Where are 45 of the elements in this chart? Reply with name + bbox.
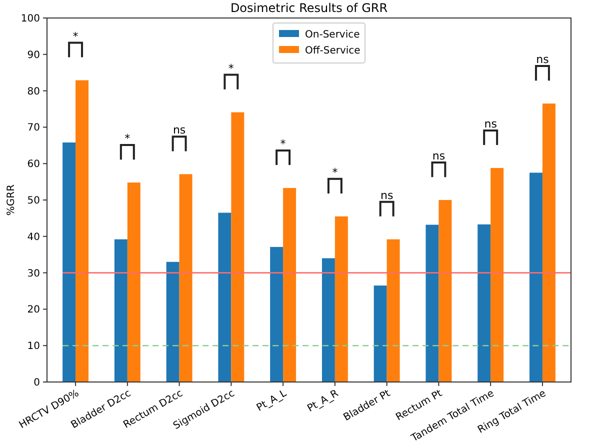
y-tick-label: 10 xyxy=(27,341,40,352)
annotation: * xyxy=(332,166,338,179)
bar xyxy=(386,239,400,382)
bar xyxy=(322,258,335,382)
annotation: * xyxy=(72,30,79,43)
annotation: * xyxy=(228,62,234,75)
bar xyxy=(166,262,180,382)
y-axis-title: %GRR xyxy=(6,184,17,216)
bar xyxy=(270,246,284,382)
bar xyxy=(231,112,244,382)
bar xyxy=(374,286,387,382)
y-tick-label: 80 xyxy=(27,86,40,98)
annotation: ns xyxy=(484,117,498,130)
annotation: ns xyxy=(172,124,186,137)
bar xyxy=(529,172,542,382)
bar xyxy=(218,212,232,382)
bar xyxy=(62,142,76,382)
bar xyxy=(127,182,140,382)
bar xyxy=(283,188,296,382)
y-tick-label: 20 xyxy=(27,304,40,316)
annotation: * xyxy=(280,137,286,150)
y-tick-label: 30 xyxy=(27,268,40,280)
y-tick-label: 50 xyxy=(27,196,40,206)
y-tick-label: 0 xyxy=(34,378,40,388)
annotation: * xyxy=(124,132,131,146)
legend-label: On-Service xyxy=(305,30,360,40)
bar xyxy=(179,174,192,382)
annotation: ns xyxy=(536,53,550,66)
bar xyxy=(438,200,452,382)
chart-title: Dosimetric Results of GRR xyxy=(230,1,388,15)
bar xyxy=(490,168,504,382)
bar xyxy=(76,80,89,382)
bar xyxy=(478,224,491,382)
annotation: ns xyxy=(432,150,446,163)
bar xyxy=(426,224,439,382)
bar xyxy=(334,216,348,382)
y-tick-label: 70 xyxy=(27,122,40,134)
y-tick-label: 90 xyxy=(27,50,40,61)
y-tick-label: 100 xyxy=(20,14,40,24)
bar xyxy=(542,104,556,382)
y-tick-label: 40 xyxy=(27,232,40,243)
y-tick-label: 60 xyxy=(27,159,40,170)
bar xyxy=(114,239,128,382)
annotation: ns xyxy=(380,188,394,202)
legend-label: Off-Service xyxy=(305,46,360,56)
